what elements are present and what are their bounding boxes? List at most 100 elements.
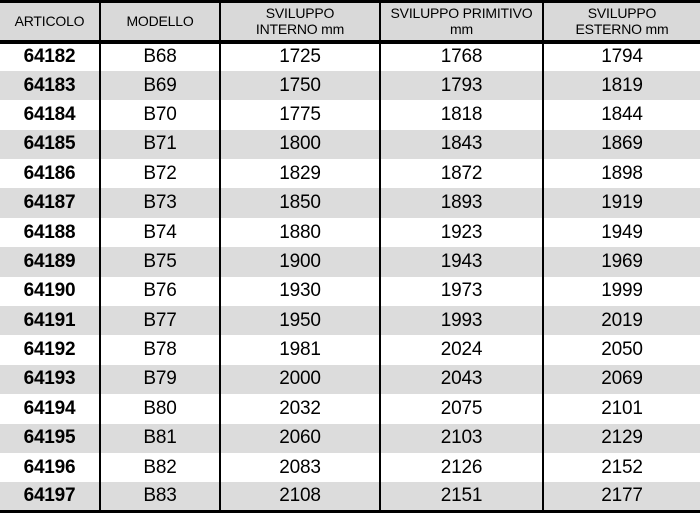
table-row: 64187 B73 1850 1893 1919 — [0, 188, 700, 218]
cell-sviluppo-esterno: 2019 — [542, 306, 700, 336]
cell-modello: B80 — [99, 394, 220, 424]
cell-sviluppo-esterno: 1919 — [542, 188, 700, 218]
table-row: 64197 B83 2108 2151 2177 — [0, 482, 700, 512]
cell-sviluppo-interno: 2060 — [219, 423, 380, 453]
cell-modello: B77 — [99, 306, 220, 336]
cell-sviluppo-primitivo: 1943 — [379, 247, 543, 277]
cell-modello: B82 — [99, 452, 220, 483]
cell-articolo: 64187 — [0, 188, 100, 218]
cell-articolo: 64182 — [23, 46, 76, 68]
catalog-table-container: ARTICOLO MODELLO SVILUPPO INTERNO mm SVI… — [0, 0, 700, 514]
cell-sviluppo-interno: 2000 — [219, 364, 380, 395]
cell-sviluppo-primitivo: 2126 — [379, 452, 543, 483]
table-row: 64191 B77 1950 1993 2019 — [0, 306, 700, 336]
cell-articolo: 64189 — [0, 247, 100, 277]
cell-modello: B76 — [99, 276, 220, 307]
cell-articolo: 64188 — [23, 221, 76, 243]
cell-modello: B70 — [99, 100, 220, 130]
table-header: ARTICOLO MODELLO SVILUPPO INTERNO mm SVI… — [0, 1, 700, 44]
cell-sviluppo-esterno: 1869 — [542, 129, 700, 160]
cell-modello: B83 — [99, 482, 220, 512]
cell-articolo: 64194 — [23, 397, 76, 419]
table-row: 64182 B68 1725 1768 1794 — [0, 41, 700, 71]
cell-articolo: 64193 — [0, 364, 100, 395]
table-row: 64186 B72 1829 1872 1898 — [0, 159, 700, 189]
cell-articolo: 64191 — [0, 306, 100, 336]
cell-sviluppo-interno: 1829 — [219, 159, 380, 189]
cell-sviluppo-esterno: 2152 — [542, 452, 700, 483]
cell-sviluppo-interno: 1800 — [219, 129, 380, 160]
cell-sviluppo-primitivo: 1973 — [379, 276, 543, 307]
cell-sviluppo-interno: 1850 — [219, 188, 380, 218]
table-row: 64188 B74 1880 1923 1949 — [0, 217, 700, 248]
cell-sviluppo-primitivo: 2043 — [379, 364, 543, 395]
cell-modello: B74 — [99, 217, 220, 248]
cell-modello: B72 — [99, 159, 220, 189]
column-header-articolo: ARTICOLO — [0, 1, 100, 44]
cell-sviluppo-primitivo: 1993 — [379, 306, 543, 336]
cell-sviluppo-esterno: 2069 — [542, 364, 700, 395]
cell-articolo: 64185 — [0, 129, 100, 160]
cell-sviluppo-primitivo: 1768 — [379, 41, 543, 71]
cell-sviluppo-primitivo: 1872 — [379, 159, 543, 189]
table-row: 64183 B69 1750 1793 1819 — [0, 70, 700, 101]
cell-sviluppo-esterno: 1819 — [542, 70, 700, 101]
cell-sviluppo-primitivo: 2103 — [379, 423, 543, 453]
cell-articolo: 64186 — [23, 162, 76, 184]
cell-articolo: 64196 — [23, 456, 76, 478]
cell-sviluppo-interno: 2083 — [219, 452, 380, 483]
cell-sviluppo-primitivo: 2024 — [379, 335, 543, 365]
table-row: 64192 B78 1981 2024 2050 — [0, 335, 700, 365]
column-header-sviluppo-primitivo: SVILUPPO PRIMITIVO mm — [379, 1, 543, 44]
table-row: 64196 B82 2083 2126 2152 — [0, 452, 700, 483]
table-row: 64184 B70 1775 1818 1844 — [0, 100, 700, 130]
cell-sviluppo-primitivo: 1923 — [379, 217, 543, 248]
table-row: 64194 B80 2032 2075 2101 — [0, 394, 700, 424]
cell-modello: B75 — [99, 247, 220, 277]
cell-sviluppo-esterno: 1999 — [542, 276, 700, 307]
cell-modello: B79 — [99, 364, 220, 395]
cell-sviluppo-primitivo: 1818 — [379, 100, 543, 130]
cell-modello: B73 — [99, 188, 220, 218]
cell-sviluppo-interno: 1930 — [219, 276, 380, 307]
cell-sviluppo-esterno: 1898 — [542, 159, 700, 189]
table-row: 64190 B76 1930 1973 1999 — [0, 276, 700, 307]
cell-sviluppo-primitivo: 1893 — [379, 188, 543, 218]
cell-sviluppo-esterno: 2101 — [542, 394, 700, 424]
cell-modello: B81 — [99, 423, 220, 453]
cell-articolo: 64197 — [0, 482, 100, 512]
column-header-sviluppo-esterno: SVILUPPO ESTERNO mm — [542, 1, 700, 44]
cell-sviluppo-primitivo: 2075 — [379, 394, 543, 424]
cell-sviluppo-primitivo: 2151 — [379, 482, 543, 512]
cell-sviluppo-esterno: 1969 — [542, 247, 700, 277]
cell-sviluppo-interno: 1880 — [219, 217, 380, 248]
cell-sviluppo-interno: 1725 — [219, 41, 380, 71]
cell-sviluppo-primitivo: 1793 — [379, 70, 543, 101]
cell-articolo: 64190 — [23, 280, 76, 302]
cell-sviluppo-esterno: 1949 — [542, 217, 700, 248]
cell-modello: B69 — [99, 70, 220, 101]
table-row: 64189 B75 1900 1943 1969 — [0, 247, 700, 277]
table-row: 64193 B79 2000 2043 2069 — [0, 364, 700, 395]
cell-modello: B68 — [99, 41, 220, 71]
cell-sviluppo-esterno: 2177 — [542, 482, 700, 512]
table-body: 64182 B68 1725 1768 1794 64183 B69 1750 1793 1819… — [0, 41, 700, 512]
cell-sviluppo-esterno: 1794 — [542, 41, 700, 71]
cell-sviluppo-interno: 1950 — [219, 306, 380, 336]
column-header-modello: MODELLO — [99, 1, 220, 44]
cell-modello: B71 — [99, 129, 220, 160]
cell-articolo: 64195 — [0, 423, 100, 453]
cell-sviluppo-primitivo: 1843 — [379, 129, 543, 160]
cell-modello: B78 — [99, 335, 220, 365]
header-row: ARTICOLO MODELLO SVILUPPO INTERNO mm SVI… — [0, 1, 700, 44]
cell-sviluppo-esterno: 2050 — [542, 335, 700, 365]
cell-articolo: 64183 — [0, 70, 100, 101]
cell-articolo: 64184 — [23, 103, 76, 125]
cell-sviluppo-interno: 1775 — [219, 100, 380, 130]
cell-sviluppo-interno: 1900 — [219, 247, 380, 277]
cell-sviluppo-interno: 2032 — [219, 394, 380, 424]
column-header-sviluppo-interno: SVILUPPO INTERNO mm — [219, 1, 380, 44]
table-row: 64195 B81 2060 2103 2129 — [0, 423, 700, 453]
table-row: 64185 B71 1800 1843 1869 — [0, 129, 700, 160]
cell-sviluppo-interno: 1750 — [219, 70, 380, 101]
